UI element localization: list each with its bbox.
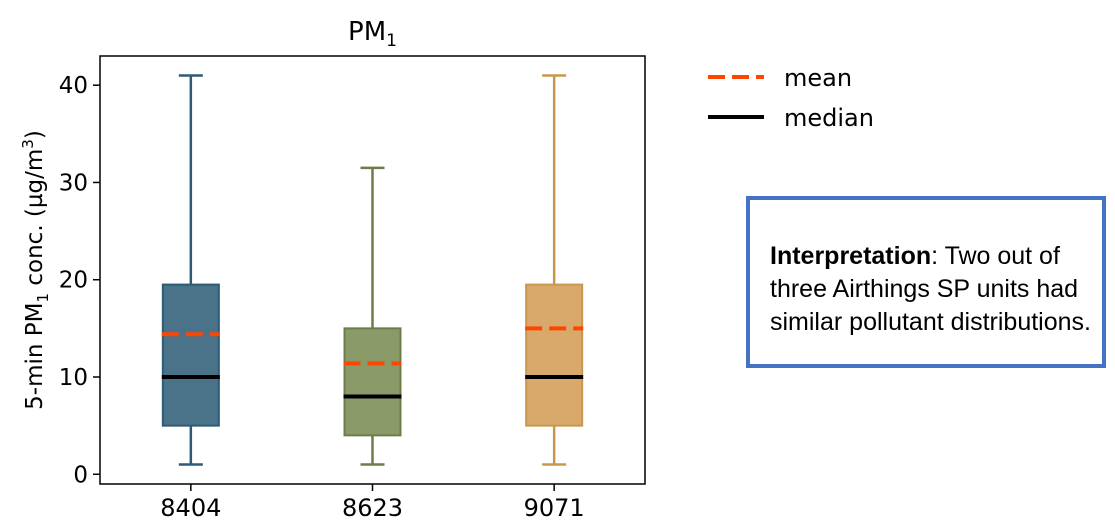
box-9071 — [525, 74, 584, 466]
iqr-box — [161, 283, 220, 427]
legend-label-mean: mean — [784, 64, 852, 92]
x-tick-label: 8623 — [342, 494, 403, 522]
y-tick-label: 0 — [73, 462, 88, 488]
chart-title-text: PM1 — [348, 17, 397, 51]
x-axis-ticks: 8404 8623 9071 — [160, 484, 585, 522]
iqr-box — [525, 283, 584, 427]
y-tick-label: 10 — [59, 365, 88, 391]
x-tick-label: 9071 — [524, 494, 585, 522]
legend: mean median — [708, 64, 874, 132]
chart-title: PM1 — [348, 17, 397, 51]
box-8623 — [343, 166, 402, 466]
legend-label-median: median — [784, 104, 874, 132]
interpretation-body: : Two out of three Airthings SP units ha… — [770, 242, 1091, 336]
y-axis-label-text: 5-min PM1 conc. (µg/m3) — [19, 130, 52, 410]
interpretation-box: Interpretation: Two out of three Airthin… — [746, 196, 1106, 368]
y-axis-ticks: 0 10 20 30 40 — [59, 73, 100, 488]
y-axis-label: 5-min PM1 conc. (µg/m3) — [19, 130, 52, 410]
y-tick-label: 30 — [59, 170, 88, 196]
x-tick-label: 8404 — [160, 494, 221, 522]
boxes — [161, 74, 584, 466]
iqr-box — [343, 327, 402, 437]
box-8404 — [161, 74, 220, 466]
y-tick-label: 40 — [59, 73, 88, 99]
interpretation-text: Interpretation: Two out of three Airthin… — [770, 240, 1100, 339]
y-tick-label: 20 — [59, 268, 88, 294]
interpretation-label: Interpretation — [770, 242, 932, 270]
